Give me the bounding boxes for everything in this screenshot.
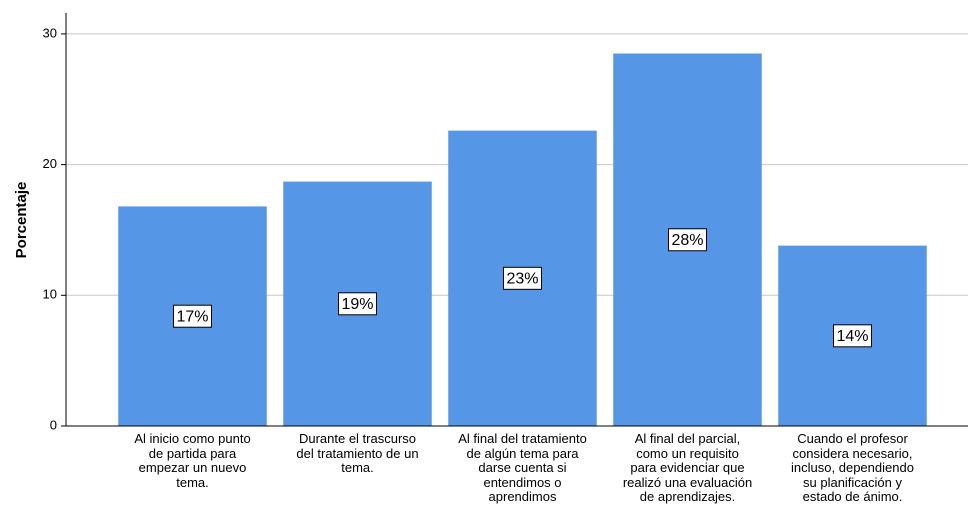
y-tick-label: 0 xyxy=(50,417,57,432)
value-label-box xyxy=(833,324,872,348)
value-label-box xyxy=(503,266,542,290)
y-tick-label: 30 xyxy=(43,25,57,40)
value-label: 23% xyxy=(506,271,538,288)
y-axis-label: Porcentaje xyxy=(13,182,30,259)
y-tick-label: 20 xyxy=(43,156,57,171)
x-tick-label: Al final del tratamiento de algún tema p… xyxy=(458,431,587,504)
x-tick-label: Cuando el profesor considera necesario, … xyxy=(791,431,914,504)
value-label: 17% xyxy=(176,308,208,325)
x-tick-label: Durante el trascurso del tratamiento de … xyxy=(296,431,419,475)
value-label-box xyxy=(338,292,377,316)
x-tick-label: Al inicio como punto de partida para emp… xyxy=(134,431,251,490)
y-tick-label: 10 xyxy=(43,287,57,302)
value-label: 14% xyxy=(836,328,868,345)
value-label-box xyxy=(668,228,707,252)
value-label-box xyxy=(173,304,212,328)
value-label: 19% xyxy=(341,296,373,313)
x-tick-label: Al final del parcial, como un requisito … xyxy=(622,431,753,504)
value-label: 28% xyxy=(671,232,703,249)
